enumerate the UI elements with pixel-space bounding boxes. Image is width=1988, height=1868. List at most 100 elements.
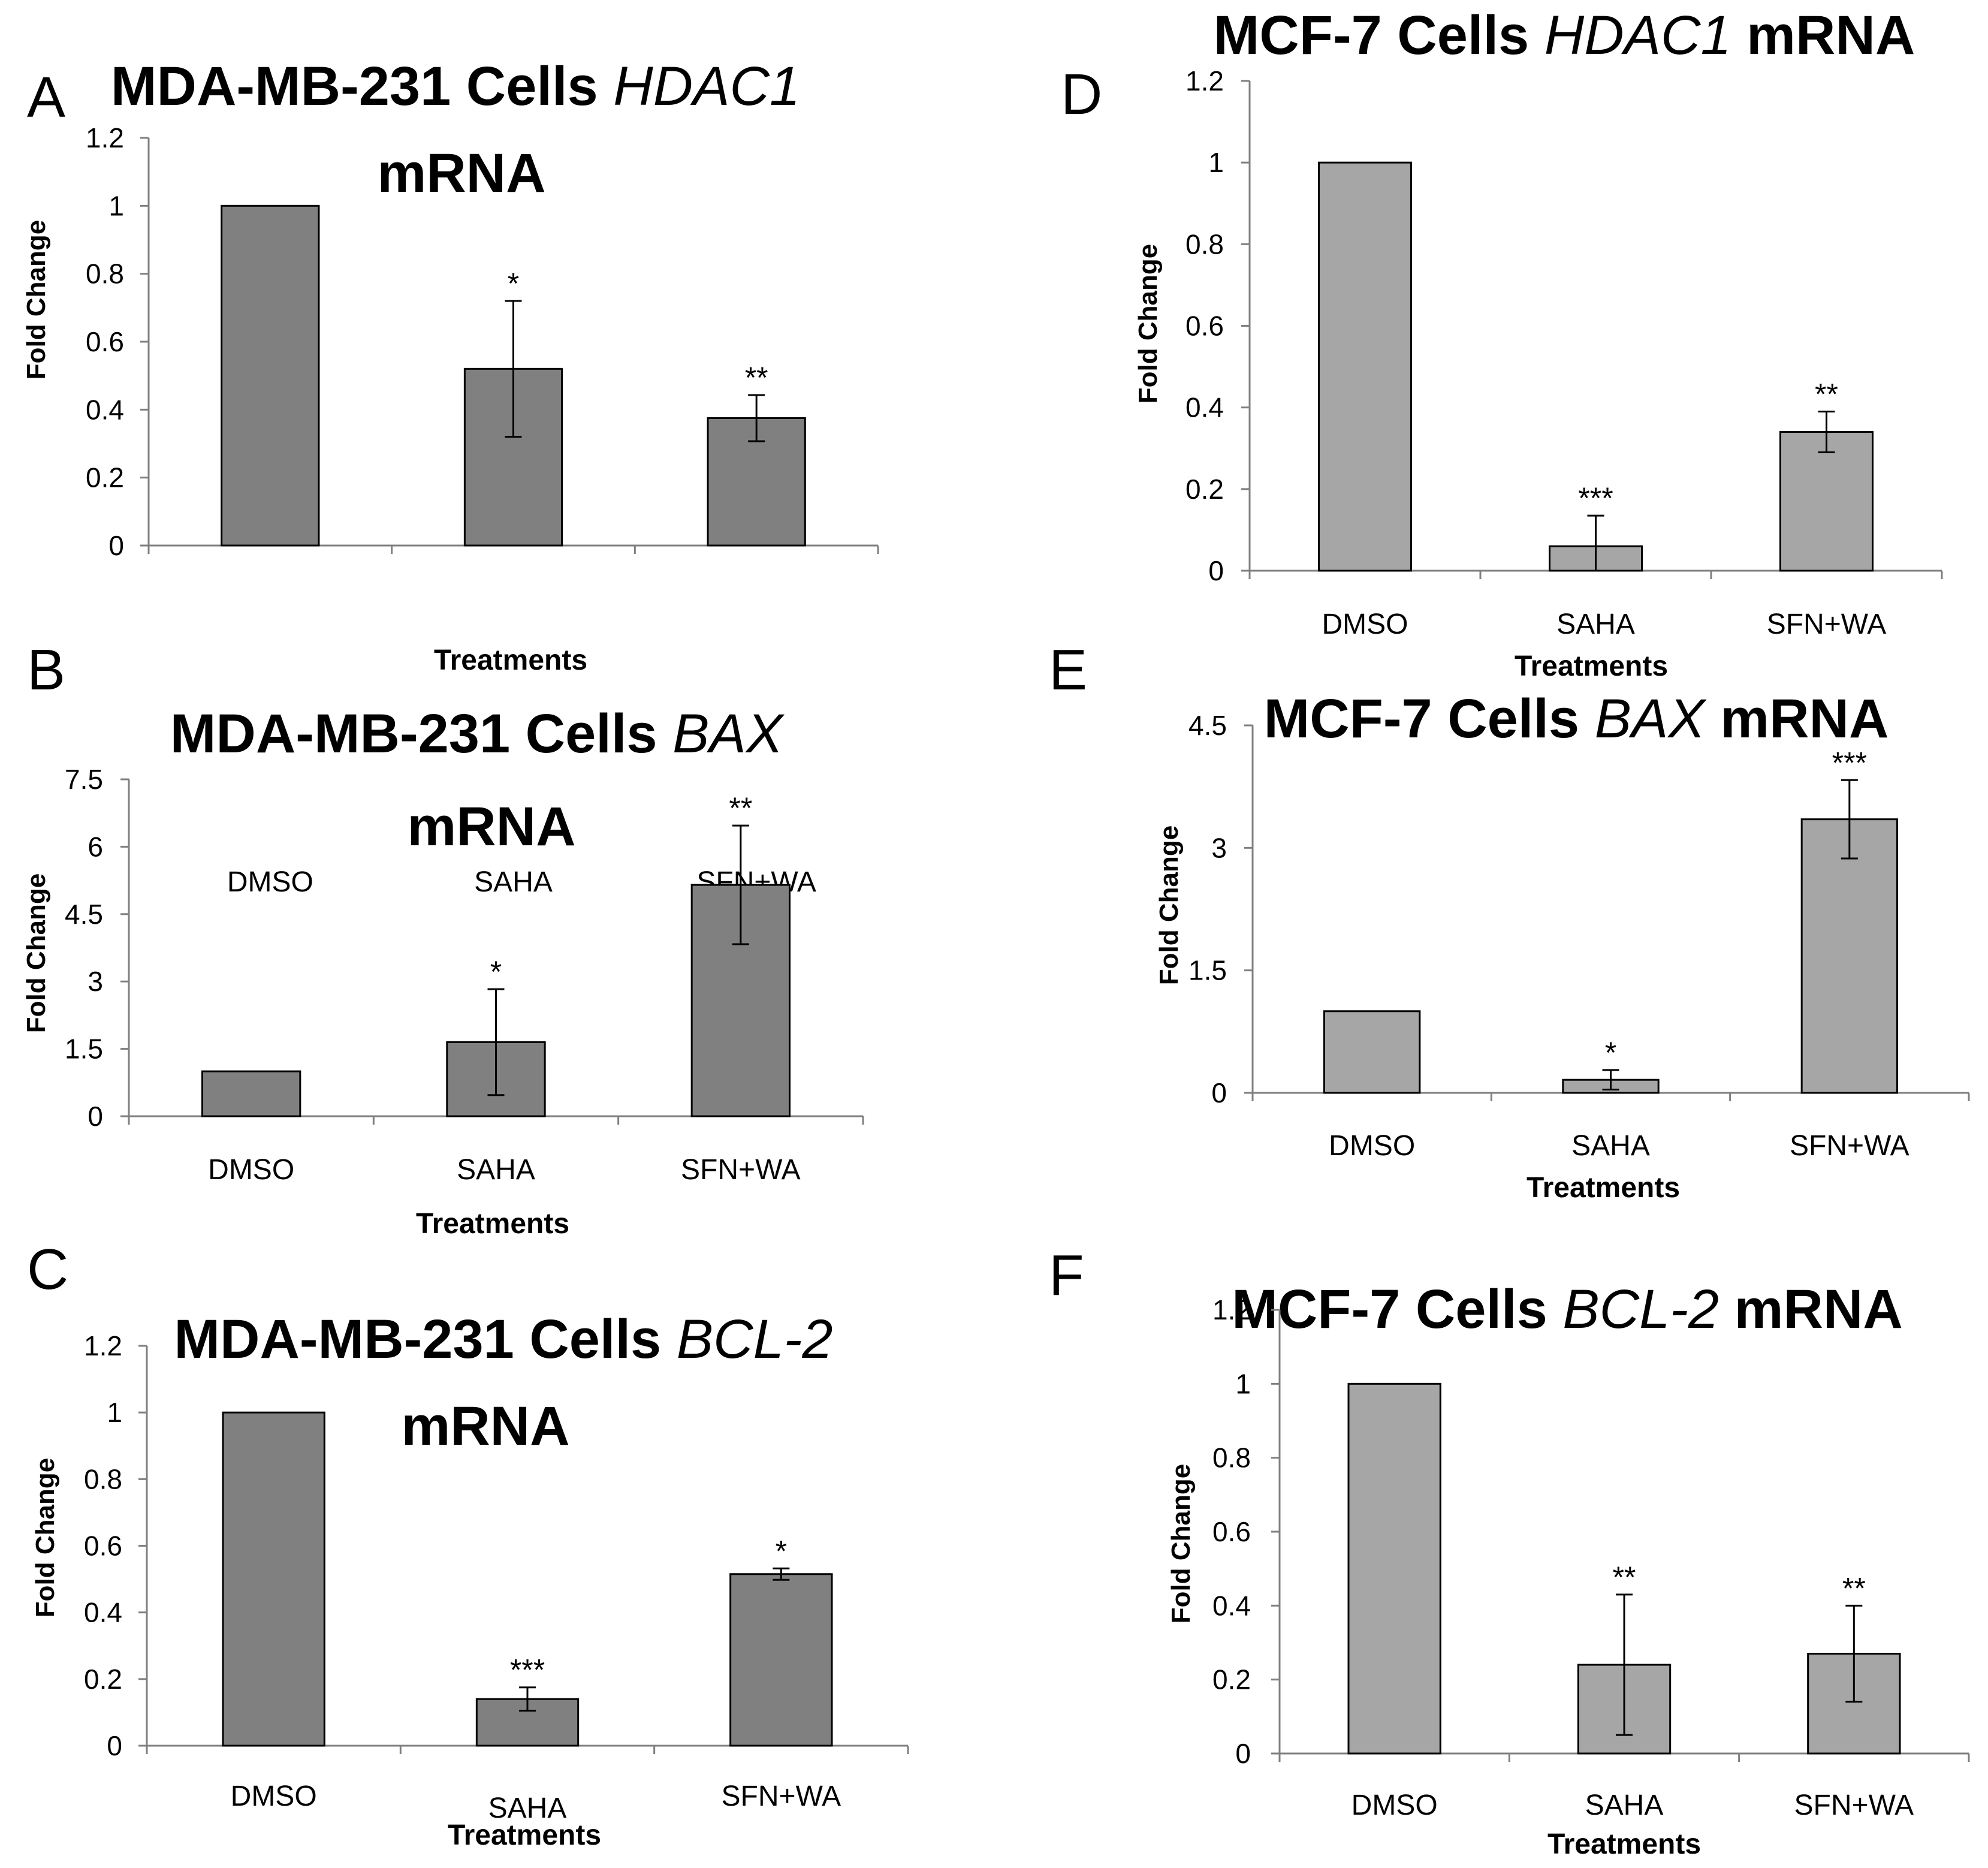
x-tick-label: SFN+WA: [722, 1780, 841, 1812]
significance-marker: ***: [510, 1653, 545, 1687]
bar-dmso: [1318, 161, 1412, 572]
chart-title: MCF-7 Cells HDAC1 mRNA: [1214, 5, 1915, 66]
chart-panel-C: C MDA-MB-231 Cells BCL-2 mRNA 0 0.2 0.4 0.6 0.8…: [27, 1237, 909, 1851]
x-tick-label: SFN+WA: [1790, 1130, 1909, 1162]
x-tick-label: SAHA: [488, 1792, 567, 1824]
significance-marker: *: [508, 267, 519, 300]
y-tick-label: 1: [108, 190, 124, 221]
x-tick-label: SAHA: [1585, 1789, 1664, 1821]
chart-title: MDA-MB-231 Cells BAX: [170, 703, 785, 764]
x-tick-label: DMSO: [1352, 1789, 1438, 1821]
y-tick-label: 0.8: [1185, 228, 1224, 260]
x-axis-label: Treatments: [1515, 650, 1668, 682]
significance-marker: **: [1613, 1560, 1636, 1594]
y-axis-label: Fold Change: [22, 873, 51, 1033]
x-tick-label: DMSO: [1329, 1130, 1415, 1162]
y-tick-label: 0.6: [1185, 311, 1224, 342]
y-tick-label: 0.8: [84, 1463, 122, 1495]
y-axis-label: Fold Change: [1133, 244, 1163, 403]
chart-title: MCF-7 Cells BCL-2 mRNA: [1232, 1279, 1903, 1340]
significance-marker: *: [490, 955, 502, 989]
y-tick-label: 1.2: [86, 122, 124, 153]
panel-letter: A: [27, 65, 65, 129]
x-tick-label: SFN+WA: [681, 1154, 801, 1186]
y-axis-label: Fold Change: [1154, 825, 1184, 985]
significance-marker: **: [729, 791, 752, 825]
x-tick-label: DMSO: [231, 1780, 317, 1812]
x-tick-label: DMSO: [227, 866, 313, 898]
significance-marker: **: [745, 361, 768, 394]
y-tick-label: 0: [88, 1101, 103, 1132]
chart-panel-A: A MDA-MB-231 Cells HDAC1 mRNA 0 0.2 0.4 0.6 0.8…: [22, 56, 879, 898]
y-tick-label: 3: [1211, 832, 1227, 863]
x-axis-label: Treatments: [1547, 1828, 1701, 1860]
significance-marker: ***: [1832, 746, 1867, 779]
chart-title: MDA-MB-231 Cells BCL-2: [174, 1309, 832, 1370]
chart-title-line-2: mRNA: [401, 1396, 569, 1457]
panel-letter: E: [1049, 638, 1087, 702]
x-tick-label: SFN+WA: [1767, 608, 1887, 640]
y-tick-label: 1: [1208, 147, 1224, 178]
x-tick-label: SAHA: [457, 1154, 535, 1186]
x-axis-label: Treatments: [434, 644, 587, 676]
y-tick-label: 0: [1208, 555, 1224, 586]
significance-marker: ***: [1578, 481, 1613, 515]
y-tick-label: 1.5: [65, 1034, 103, 1065]
panel-letter: C: [27, 1237, 68, 1301]
y-tick-label: 3: [88, 966, 103, 997]
chart-panel-E: E MCF-7 Cells BAX mRNA 0 1.5 3 4.5 DMSO * SAHA **…: [1049, 638, 1970, 1204]
y-tick-label: 0.4: [86, 394, 124, 425]
y-tick-label: 1: [107, 1397, 122, 1428]
y-tick-label: 0.8: [86, 258, 124, 290]
y-tick-label: 1.2: [84, 1330, 122, 1361]
y-tick-label: 7.5: [65, 764, 103, 795]
bar-dmso: [221, 204, 320, 547]
chart-title-line-2: mRNA: [377, 143, 545, 204]
y-tick-label: 1.2: [1185, 65, 1224, 97]
y-axis-label: Fold Change: [22, 220, 51, 379]
significance-marker: *: [776, 1534, 787, 1568]
chart-panel-F: F MCF-7 Cells BCL-2 mRNA 0 0.2 0.4 0.6 0.8 1 1.2…: [1049, 1243, 1970, 1860]
y-tick-label: 0: [107, 1730, 122, 1761]
y-axis-label: Fold Change: [31, 1458, 60, 1617]
x-tick-label: DMSO: [1322, 608, 1408, 640]
bar-sfn-wa: [729, 1573, 833, 1747]
x-axis-label: Treatments: [416, 1208, 569, 1240]
bar-dmso: [201, 1070, 301, 1117]
bar-dmso: [222, 1411, 325, 1747]
y-tick-label: 0.8: [1212, 1442, 1251, 1474]
y-tick-label: 0: [108, 530, 124, 561]
y-tick-label: 0.2: [84, 1664, 122, 1695]
x-tick-label: SAHA: [474, 866, 553, 898]
x-tick-label: DMSO: [208, 1154, 294, 1186]
chart-title-line-2: mRNA: [407, 796, 575, 857]
chart-panel-D: D MCF-7 Cells HDAC1 mRNA 0 0.2 0.4 0.6 0.8 1 1.2…: [1061, 5, 1943, 682]
x-axis-label: Treatments: [1527, 1172, 1680, 1204]
x-tick-label: SFN+WA: [1794, 1789, 1914, 1821]
y-tick-label: 0.6: [86, 326, 124, 357]
y-tick-label: 0.4: [1185, 392, 1224, 423]
y-tick-label: 1.2: [1212, 1294, 1251, 1325]
bar-sfn-wa: [1779, 431, 1874, 572]
significance-marker: **: [1842, 1571, 1866, 1605]
y-tick-label: 6: [88, 831, 103, 862]
y-tick-label: 0.4: [1212, 1590, 1251, 1621]
y-tick-label: 4.5: [65, 899, 103, 930]
y-tick-label: 0.2: [1185, 474, 1224, 505]
y-axis-label: Fold Change: [1166, 1464, 1196, 1623]
chart-title: MDA-MB-231 Cells HDAC1: [111, 56, 800, 117]
panel-letter: D: [1061, 62, 1102, 126]
bar-dmso: [1347, 1382, 1441, 1755]
y-tick-label: 0.6: [84, 1530, 122, 1562]
y-tick-label: 0.6: [1212, 1516, 1251, 1547]
y-tick-label: 0.2: [86, 462, 124, 493]
y-tick-label: 0: [1235, 1738, 1251, 1769]
y-tick-label: 0.4: [84, 1597, 122, 1628]
y-tick-label: 1.5: [1188, 955, 1227, 986]
bar-dmso: [1323, 1010, 1421, 1094]
significance-marker: **: [1815, 377, 1838, 411]
x-axis-label: Treatments: [448, 1819, 601, 1851]
significance-marker: *: [1605, 1036, 1616, 1069]
y-tick-label: 4.5: [1188, 710, 1227, 741]
